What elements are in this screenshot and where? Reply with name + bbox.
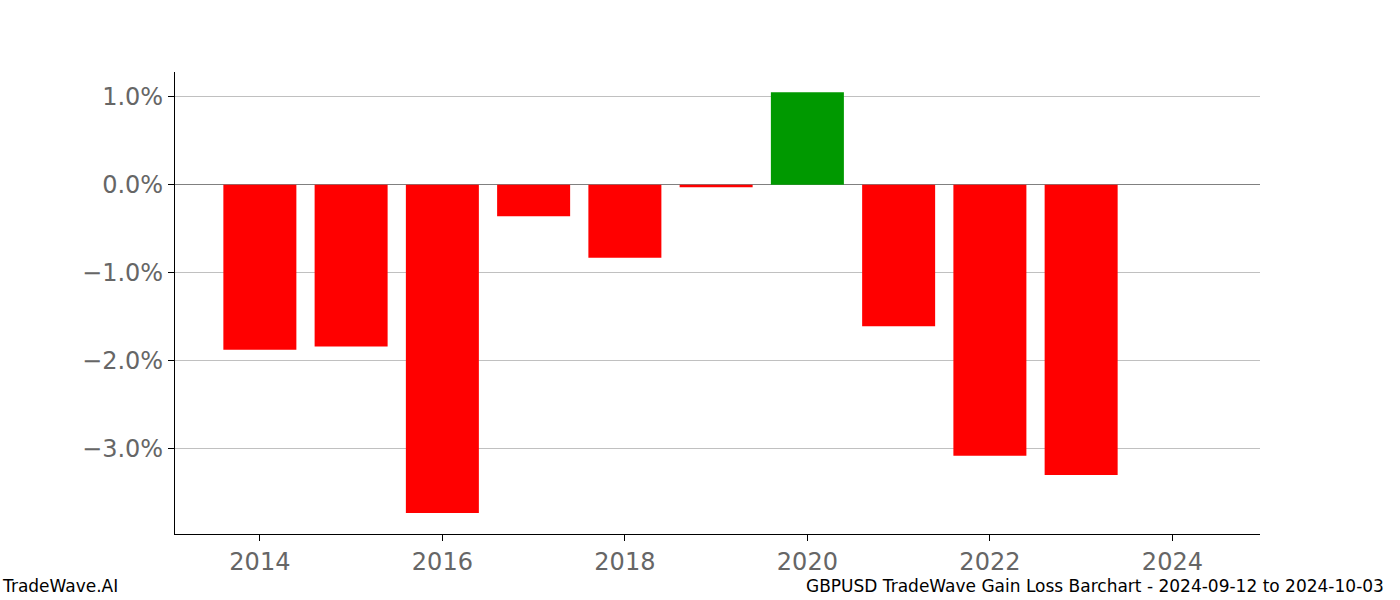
svg-text:2022: 2022 xyxy=(959,548,1020,576)
svg-text:2016: 2016 xyxy=(412,548,473,576)
svg-text:2014: 2014 xyxy=(229,548,290,576)
svg-text:−1.0%: −1.0% xyxy=(82,259,163,287)
svg-text:−3.0%: −3.0% xyxy=(82,435,163,463)
svg-text:0.0%: 0.0% xyxy=(102,171,163,199)
svg-text:1.0%: 1.0% xyxy=(102,83,163,111)
svg-text:2020: 2020 xyxy=(777,548,838,576)
svg-text:2018: 2018 xyxy=(594,548,655,576)
svg-text:TradeWave.AI: TradeWave.AI xyxy=(2,576,118,596)
svg-text:2024: 2024 xyxy=(1142,548,1203,576)
svg-text:GBPUSD TradeWave Gain Loss Bar: GBPUSD TradeWave Gain Loss Barchart - 20… xyxy=(806,576,1384,596)
svg-text:−2.0%: −2.0% xyxy=(82,347,163,375)
